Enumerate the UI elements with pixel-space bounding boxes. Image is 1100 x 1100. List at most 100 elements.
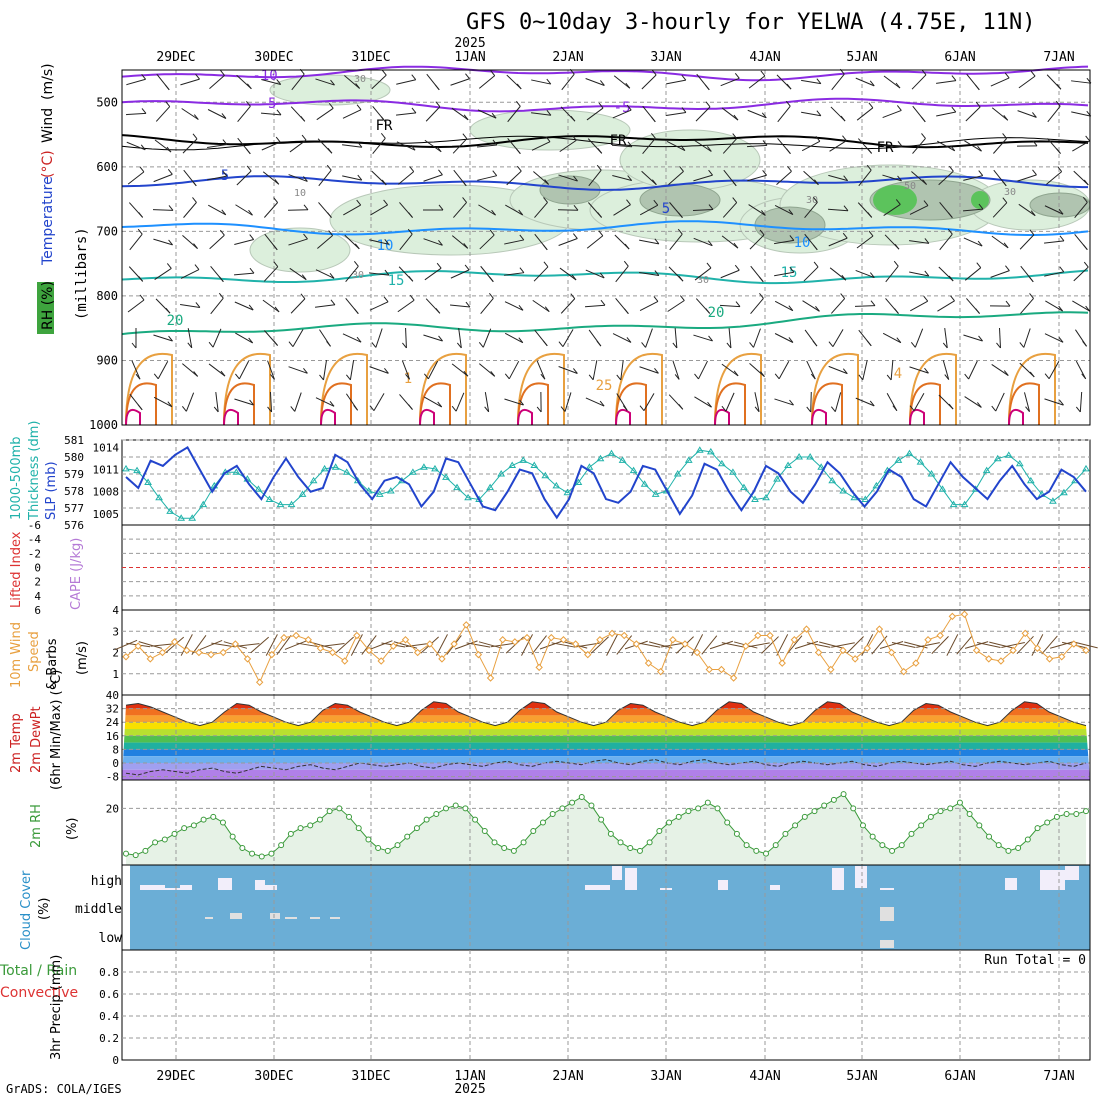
precip-frame [121, 949, 1091, 1061]
wind-barb [558, 174, 578, 182]
temperature-contour-label: FR [376, 118, 393, 134]
rh2m-tick-label: 20 [106, 802, 119, 815]
wind-barb [615, 265, 629, 283]
wind-barb [679, 295, 685, 301]
rh2m-point [394, 842, 401, 849]
wind-barb-10m [931, 636, 949, 654]
wind-barb [810, 391, 812, 413]
rh2m-point [821, 802, 828, 809]
cloud-block-high [855, 866, 867, 888]
thickness-point [574, 478, 583, 485]
wind-speed-point [255, 678, 264, 686]
thickness-point [1015, 459, 1024, 467]
temp-axis-label-2: 2m DewPt [29, 706, 44, 773]
wind-barb [289, 139, 307, 153]
temp-band [122, 763, 1090, 770]
thickness-point [431, 464, 439, 472]
cloud-block-high [1005, 878, 1017, 890]
rh2m-point [1024, 836, 1031, 843]
rh-axis-label: RH (%) [40, 281, 56, 330]
wind-barb [435, 101, 441, 108]
rh-contour-label: 30 [354, 74, 366, 85]
wind-barb [854, 305, 876, 307]
wind-barb [357, 174, 363, 181]
wind-barb [1002, 197, 1008, 203]
rh2m-point [491, 839, 498, 846]
wind-barb [164, 84, 170, 91]
temperature-contour [121, 220, 1089, 236]
wind-barb [650, 116, 656, 123]
wind-barb [396, 79, 416, 85]
wind-barb [269, 391, 273, 413]
rh2m-point [956, 799, 963, 806]
cloud-unit-label: (%) [37, 898, 52, 921]
wind-barb [694, 140, 712, 152]
thickness-point [596, 454, 605, 462]
thickness-point [629, 466, 638, 474]
wind-barb [721, 235, 739, 249]
wind-barb [405, 327, 407, 349]
rh2m-point [966, 811, 973, 817]
wind-barb [870, 300, 876, 306]
wind-barb [892, 405, 898, 412]
temperature-contour-label: 5 [662, 201, 670, 217]
wind-speed-point [717, 665, 726, 674]
thickness-point [872, 481, 881, 489]
slp-axis-label: SLP (mb) [44, 461, 59, 520]
rh2m-point [452, 802, 459, 809]
wind-barb [843, 175, 849, 181]
temperature-unit-label: (°C) [40, 150, 56, 178]
wind-barb [678, 404, 684, 410]
wind-barb [778, 361, 790, 379]
wind-barb [1044, 271, 1064, 277]
temperature-contour-label: 10 [794, 235, 811, 251]
wind-barb [1032, 140, 1038, 147]
time-label-top: 4JAN [749, 50, 780, 65]
wind-barb [909, 405, 915, 412]
wind-barb [408, 275, 414, 282]
wind-barb [543, 261, 549, 268]
wind-barb [507, 105, 521, 123]
wind-barb [479, 234, 495, 250]
wind-barb-10m [904, 641, 928, 649]
wind-barb [667, 300, 685, 312]
wind-barb [492, 139, 498, 146]
wind-barb [435, 307, 441, 314]
wind-barb [761, 210, 766, 216]
wind-barb [962, 208, 984, 212]
wind-barb [1074, 201, 1088, 219]
wind-barb [490, 70, 496, 76]
wind-barb [867, 212, 873, 218]
thickness-point [618, 456, 627, 463]
temperature-contour-label: 20 [167, 313, 184, 329]
wind-barb [573, 175, 578, 182]
thickness-point [828, 476, 837, 484]
wind-barb [182, 138, 198, 154]
wind-speed-point [547, 633, 556, 642]
rh2m-point [171, 830, 178, 837]
temperature-contour-label: 20 [708, 305, 725, 321]
wind-barb [342, 333, 362, 343]
wind-barb [369, 301, 389, 311]
wind-barb [191, 180, 197, 187]
wind-speed-point [656, 667, 665, 676]
wind-barb [545, 136, 551, 142]
cloud-block-high [1065, 866, 1079, 880]
time-label-bottom: 29DEC [156, 1069, 195, 1084]
wind-barb [754, 406, 760, 413]
wind-barb [704, 84, 710, 91]
wind-barb [774, 333, 794, 343]
thickness-point [1060, 488, 1068, 496]
wind-barb [238, 360, 250, 380]
cloud-block-high [585, 885, 610, 890]
wind-barb [598, 230, 604, 237]
wind-speed-point [972, 646, 981, 655]
rh2m-point [307, 822, 314, 829]
thickness-point [464, 493, 472, 501]
thickness-point [695, 446, 704, 453]
wind-barb [641, 342, 646, 348]
wind-barb [731, 180, 737, 187]
wind-barb [504, 398, 524, 406]
thickness-point [1026, 476, 1035, 484]
wind-barb [294, 392, 302, 412]
